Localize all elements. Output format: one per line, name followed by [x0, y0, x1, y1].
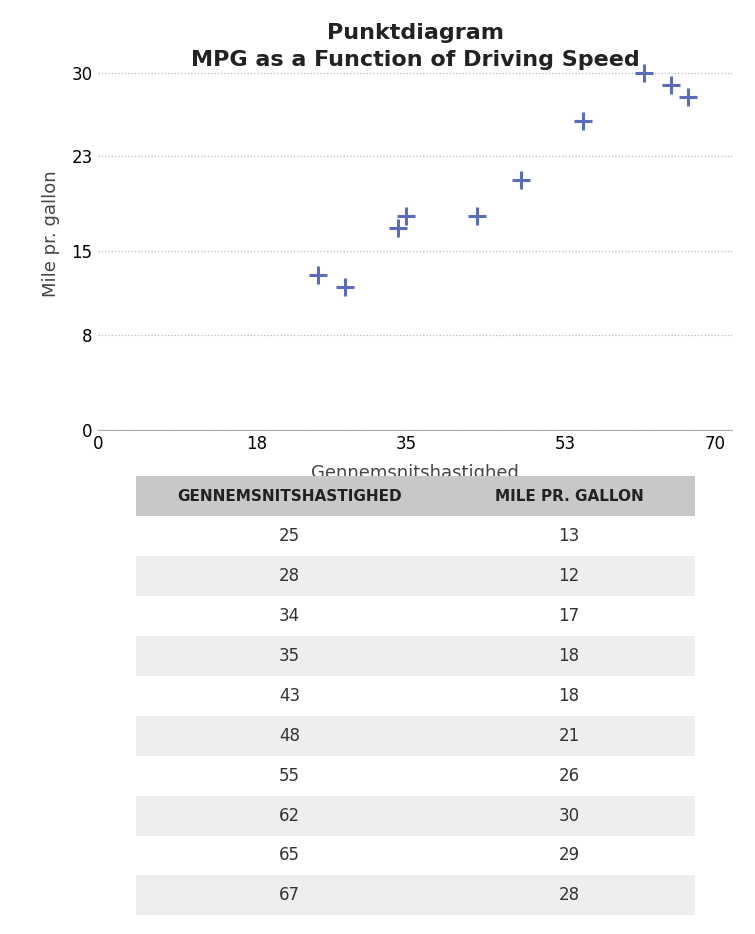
Text: 18: 18	[559, 686, 579, 705]
Text: 35: 35	[279, 647, 300, 665]
Text: 12: 12	[558, 567, 580, 585]
Text: 29: 29	[559, 846, 579, 865]
X-axis label: Gennemsnitshastighed: Gennemsnitshastighed	[311, 464, 519, 482]
Point	[638, 65, 650, 80]
Point	[392, 220, 404, 235]
Text: 30: 30	[559, 807, 579, 825]
Text: 43: 43	[279, 686, 300, 705]
Text: 21: 21	[558, 727, 580, 744]
Point	[577, 113, 589, 128]
Text: 28: 28	[279, 567, 300, 585]
Text: 65: 65	[279, 846, 300, 865]
Text: 13: 13	[558, 527, 580, 545]
Text: 28: 28	[559, 886, 579, 904]
Text: 48: 48	[279, 727, 300, 744]
Text: 67: 67	[279, 886, 300, 904]
Text: 62: 62	[279, 807, 300, 825]
Text: 26: 26	[559, 767, 579, 785]
Text: Punktdiagram
MPG as a Function of Driving Speed: Punktdiagram MPG as a Function of Drivin…	[191, 23, 639, 70]
Point	[400, 208, 412, 223]
Point	[471, 208, 483, 223]
Text: 17: 17	[559, 607, 579, 625]
Point	[683, 90, 695, 105]
Y-axis label: Mile pr. gallon: Mile pr. gallon	[42, 170, 60, 297]
Text: MILE PR. GALLON: MILE PR. GALLON	[495, 488, 643, 503]
Text: 25: 25	[279, 527, 300, 545]
Text: GENNEMSNITSHASTIGHED: GENNEMSNITSHASTIGHED	[177, 488, 402, 503]
Point	[664, 78, 676, 92]
Point	[339, 279, 351, 294]
Text: 34: 34	[279, 607, 300, 625]
Point	[313, 268, 325, 283]
Point	[515, 173, 527, 188]
Text: 55: 55	[279, 767, 300, 785]
Text: 18: 18	[559, 647, 579, 665]
